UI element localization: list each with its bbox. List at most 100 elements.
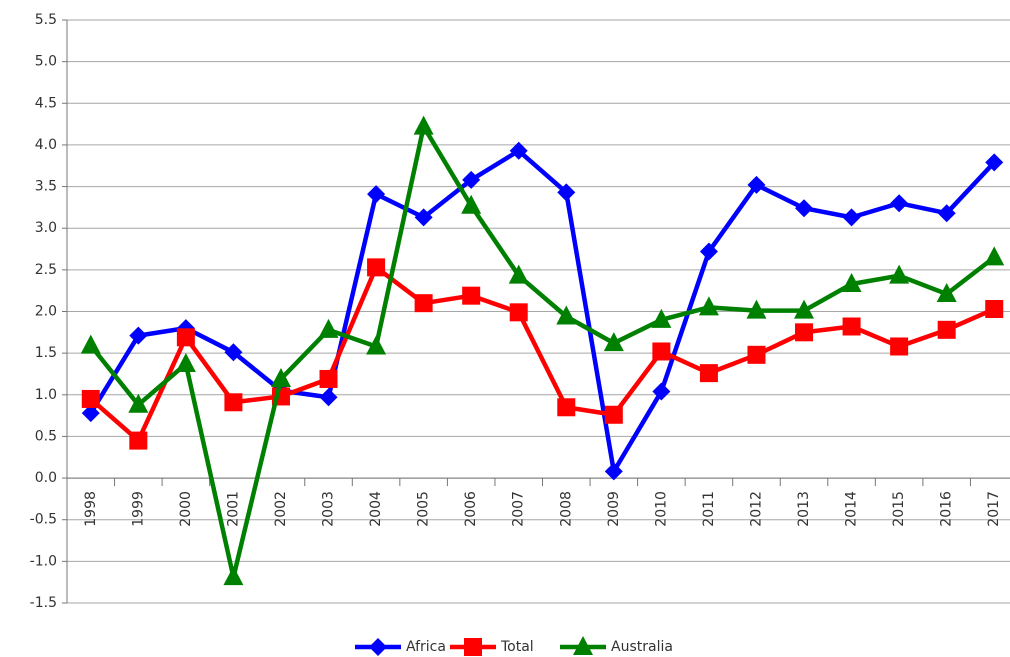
marker	[462, 286, 481, 305]
marker	[652, 342, 671, 361]
marker	[604, 405, 623, 424]
marker	[699, 364, 718, 383]
y-tick-label: 3.0	[35, 220, 57, 236]
y-tick-label: 1.5	[35, 345, 57, 361]
marker	[176, 328, 195, 347]
marker	[795, 323, 814, 342]
legend-label: Africa	[406, 639, 446, 655]
x-tick-label: 2000	[178, 491, 194, 527]
legend-item: Australia	[560, 636, 673, 655]
marker	[985, 153, 1004, 172]
x-tick-label: 2002	[273, 491, 289, 527]
marker	[366, 335, 387, 355]
marker	[129, 326, 148, 345]
x-tick-label: 2012	[748, 491, 764, 527]
marker	[509, 303, 528, 322]
marker	[937, 204, 956, 223]
marker	[556, 305, 577, 325]
marker	[508, 264, 529, 284]
y-tick-label: 0.0	[35, 470, 57, 486]
y-tick-label: -1.0	[30, 553, 57, 569]
y-tick-label: 0.5	[35, 428, 57, 444]
x-tick-label: 2005	[416, 491, 432, 527]
marker	[937, 320, 956, 339]
x-tick-label: 2014	[844, 491, 860, 527]
y-tick-label: -0.5	[30, 512, 57, 528]
series-line	[88, 148, 996, 474]
legend-item: Africa	[355, 638, 446, 656]
marker	[746, 299, 767, 319]
legend-marker	[464, 638, 482, 656]
x-tick-label: 2001	[225, 491, 241, 527]
y-tick-label: 2.5	[35, 262, 57, 278]
marker	[461, 194, 482, 214]
marker	[557, 398, 576, 417]
y-tick-label: 5.5	[35, 12, 57, 28]
marker	[128, 393, 149, 413]
marker	[319, 369, 338, 388]
marker	[890, 337, 909, 356]
x-tick-label: 2006	[463, 491, 479, 527]
marker	[936, 283, 957, 303]
legend-marker	[369, 638, 387, 656]
marker	[81, 389, 100, 408]
marker	[414, 208, 433, 227]
marker	[462, 170, 481, 189]
marker	[842, 208, 861, 227]
marker	[890, 194, 909, 213]
legend-marker	[573, 636, 593, 655]
marker	[841, 273, 862, 293]
marker	[129, 431, 148, 450]
y-tick-label: 1.0	[35, 387, 57, 403]
x-tick-label: 2013	[796, 491, 812, 527]
marker	[81, 404, 100, 423]
marker	[985, 300, 1004, 319]
marker	[413, 115, 434, 135]
x-tick-label: 1998	[83, 491, 99, 527]
marker	[223, 566, 244, 586]
marker	[842, 317, 861, 336]
marker	[984, 246, 1005, 266]
x-tick-label: 2017	[986, 491, 1002, 527]
marker	[699, 242, 718, 261]
series	[80, 115, 1005, 586]
marker	[698, 296, 719, 316]
marker	[270, 367, 291, 387]
marker	[747, 175, 766, 194]
legend-item: Total	[450, 638, 534, 656]
x-tick-label: 2016	[939, 491, 955, 527]
x-tick-label: 2011	[701, 491, 717, 527]
marker	[509, 141, 528, 160]
x-tick-label: 2008	[558, 491, 574, 527]
marker	[652, 382, 671, 401]
x-tick-label: 2004	[368, 491, 384, 527]
x-tick-label: 2003	[321, 491, 337, 527]
y-tick-label: 5.0	[35, 54, 57, 70]
marker	[747, 345, 766, 364]
y-tick-label: 4.0	[35, 137, 57, 153]
y-tick-label: -1.5	[30, 595, 57, 611]
marker	[224, 343, 243, 362]
marker	[80, 334, 101, 354]
marker	[603, 332, 624, 352]
legend-label: Australia	[611, 639, 673, 655]
x-tick-label: 2010	[653, 491, 669, 527]
x-tick-label: 2007	[511, 491, 527, 527]
x-tick-label: 2009	[606, 491, 622, 527]
marker	[367, 258, 386, 277]
marker	[175, 352, 196, 372]
marker	[889, 264, 910, 284]
x-tick-label: 1999	[130, 491, 146, 527]
marker	[557, 183, 576, 202]
marker	[224, 393, 243, 412]
marker	[604, 462, 623, 481]
marker	[794, 299, 815, 319]
y-tick-label: 2.0	[35, 304, 57, 320]
marker	[795, 199, 814, 218]
marker	[367, 185, 386, 204]
y-tick-label: 3.5	[35, 179, 57, 195]
marker	[318, 318, 339, 338]
x-tick-label: 2015	[891, 491, 907, 527]
marker	[319, 388, 338, 407]
